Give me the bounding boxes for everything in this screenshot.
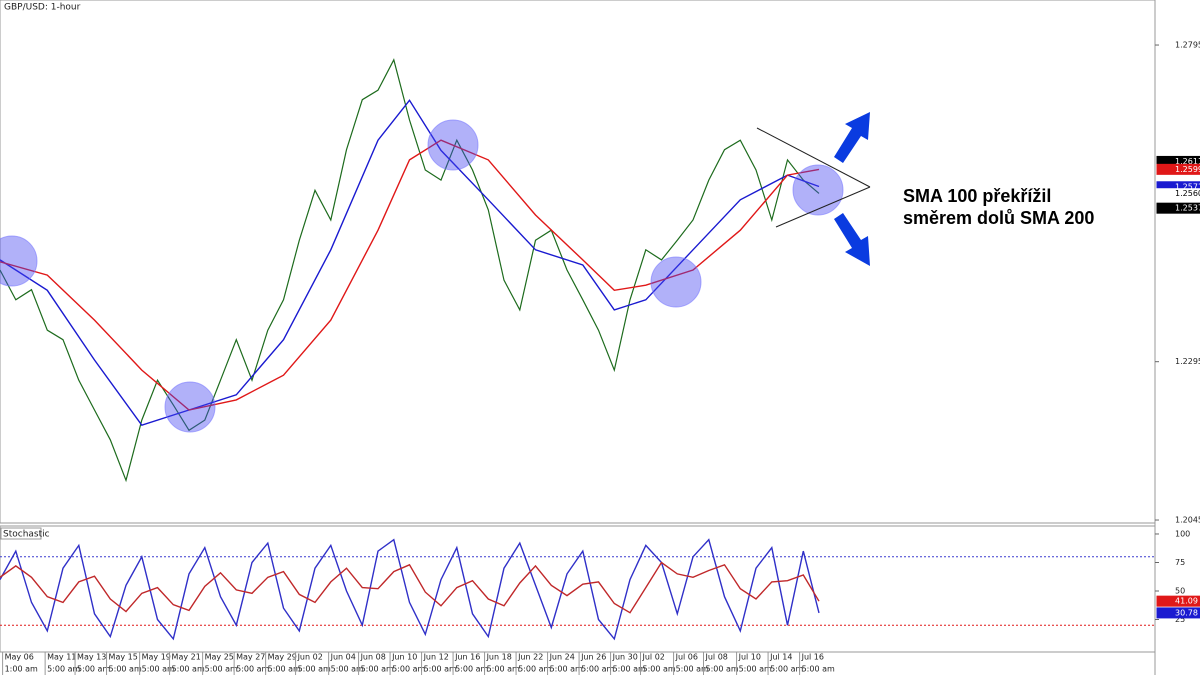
x-tick-label: Jun 02 — [297, 653, 323, 662]
y-tick-label: 75 — [1175, 558, 1185, 567]
x-time-label: 5:00 am — [581, 665, 614, 674]
x-time-label: 5:00 am — [455, 665, 488, 674]
x-tick-label: May 11 — [47, 653, 76, 662]
x-time-label: 5:00 am — [424, 665, 457, 674]
price-label: 1.25715 — [1175, 182, 1200, 191]
x-tick-label: Jun 18 — [486, 653, 512, 662]
annotation: SMA 100 překřížil — [903, 186, 1051, 206]
x-time-label: 5:00 am — [142, 665, 175, 674]
x-time-label: 5:00 am — [550, 665, 583, 674]
x-time-label: 5:00 am — [643, 665, 676, 674]
y-tick-label: 50 — [1175, 586, 1185, 595]
x-tick-label: Jul 14 — [769, 653, 792, 662]
x-tick-label: Jul 16 — [801, 653, 824, 662]
panel-title-box — [0, 527, 42, 540]
x-tick-label: Jul 06 — [675, 653, 698, 662]
x-time-label: 5:00 am — [236, 665, 269, 674]
y-tick-label: 1.20453 — [1175, 516, 1200, 525]
series-line — [0, 58, 820, 483]
x-tick-label: Jun 10 — [391, 653, 417, 662]
annotation: směrem dolů SMA 200 — [903, 208, 1094, 228]
price-label: 30.78 — [1175, 608, 1198, 617]
x-time-label: 5:00 am — [739, 665, 772, 674]
price-label: 1.26115 — [1175, 157, 1200, 166]
x-time-label: 5:00 am — [109, 665, 142, 674]
x-tick-label: Jul 10 — [738, 653, 761, 662]
triangle-line — [756, 127, 871, 188]
x-time-label: 5:00 am — [331, 665, 364, 674]
plot-layer: 1.27953 1.22953 1.20453 1.261151.25990 1.257… — [0, 41, 1200, 675]
arrow-down — [834, 213, 870, 266]
x-time-label: 5:00 am — [268, 665, 301, 674]
x-time-label: 5:00 am — [361, 665, 394, 674]
x-tick-label: Jun 26 — [580, 653, 606, 662]
x-time-label: 5:00 am — [487, 665, 520, 674]
x-tick-label: Jun 16 — [454, 653, 480, 662]
x-tick-label: Jun 08 — [360, 653, 386, 662]
x-time-label: 5:00 am — [172, 665, 205, 674]
x-time-label: 5:00 am — [613, 665, 646, 674]
x-time-label: 1:00 am — [5, 665, 38, 674]
x-tick-label: May 19 — [142, 653, 171, 662]
x-time-label: 5:00 am — [392, 665, 425, 674]
price-label: 41.09 — [1175, 597, 1198, 606]
price-label: 1.25377 — [1175, 204, 1200, 213]
x-time-label: 5:00 am — [518, 665, 551, 674]
x-time-label: 5:00 am — [706, 665, 739, 674]
stochastic-panel — [0, 525, 1156, 653]
x-time-label: 5:00 am — [676, 665, 709, 674]
highlights — [0, 119, 844, 433]
highlight-circle — [427, 119, 479, 171]
price-label: 1.25605 — [1175, 189, 1200, 198]
price-label-box — [1156, 163, 1200, 175]
x-time-label: 5:00 am — [205, 665, 238, 674]
x-time-label: 5:00 am — [802, 665, 835, 674]
x-tick-label: Jun 12 — [423, 653, 449, 662]
x-tick-label: May 29 — [268, 653, 297, 662]
price-label-box — [1156, 188, 1200, 200]
x-tick-label: Jun 22 — [517, 653, 543, 662]
x-tick-label: Jun 04 — [330, 653, 356, 662]
y-tick-label: 25 — [1175, 615, 1185, 624]
highlight-circle — [792, 164, 844, 216]
panel-title: Stochastic — [3, 530, 50, 540]
highlight-circle — [164, 381, 216, 433]
x-tick-label: May 27 — [236, 653, 265, 662]
x-tick-label: Jul 02 — [642, 653, 665, 662]
series-line — [0, 99, 820, 427]
x-tick-label: May 06 — [5, 653, 34, 662]
x-tick-label: May 15 — [109, 653, 138, 662]
y-tick-label: 100 — [1175, 529, 1190, 538]
x-time-label: 5:00 am — [770, 665, 803, 674]
price-label-box — [1156, 595, 1200, 607]
triangle-line — [775, 186, 871, 228]
y-tick-label: 1.22953 — [1175, 357, 1200, 366]
arrows — [834, 112, 870, 266]
x-tick-label: May 25 — [205, 653, 234, 662]
price-label: 1.25990 — [1175, 165, 1200, 174]
x-tick-label: Jul 08 — [705, 653, 728, 662]
series-line — [0, 538, 820, 641]
series-line — [0, 139, 820, 411]
highlight-circle — [0, 235, 38, 287]
price-label-box — [1156, 607, 1200, 619]
price-panel — [0, 0, 1156, 524]
x-time-label: 5:00 am — [47, 665, 80, 674]
y-tick-label: 1.27953 — [1175, 41, 1200, 50]
x-tick-label: Jun 30 — [612, 653, 638, 662]
highlight-circle — [650, 256, 702, 308]
x-time-label: 5:00 am — [77, 665, 110, 674]
triangle — [756, 127, 871, 228]
x-time-label: 5:00 am — [298, 665, 331, 674]
x-tick-label: May 21 — [172, 653, 201, 662]
x-tick-label: Jun 24 — [549, 653, 575, 662]
x-tick-label: May 13 — [77, 653, 106, 662]
series-line — [0, 561, 820, 614]
arrow-up — [834, 112, 870, 163]
chart-title: GBP/USD: 1-hour — [4, 3, 81, 13]
price-label-box — [1156, 202, 1200, 214]
